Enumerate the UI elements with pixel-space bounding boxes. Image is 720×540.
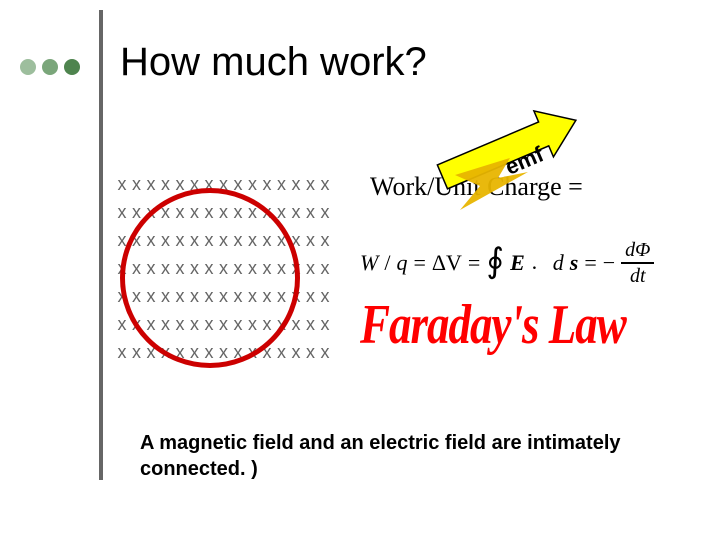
xgrid-cell: x bbox=[260, 175, 274, 193]
slide: How much work? xxxxxxxxxxxxxxxxxxxxxxxxx… bbox=[0, 0, 720, 540]
eq-equals: = bbox=[468, 250, 480, 276]
loop-circle bbox=[120, 188, 300, 368]
xgrid-cell: x bbox=[246, 175, 260, 193]
xgrid-cell: x bbox=[289, 343, 303, 361]
eq-frac-bar bbox=[621, 262, 654, 264]
xgrid-cell: x bbox=[304, 343, 318, 361]
eq-s-vector: s bbox=[570, 250, 579, 276]
xgrid-cell: x bbox=[159, 175, 173, 193]
emf-callout-shape bbox=[433, 97, 586, 200]
eq-q: q bbox=[396, 250, 407, 276]
eq-slash: / bbox=[384, 250, 390, 276]
bullet-dot bbox=[42, 59, 58, 75]
xgrid-cell: x bbox=[318, 343, 332, 361]
emf-callout: emf bbox=[430, 130, 570, 196]
xgrid-cell: x bbox=[304, 315, 318, 333]
xgrid-cell: x bbox=[304, 231, 318, 249]
xgrid-cell: x bbox=[304, 175, 318, 193]
slide-title: How much work? bbox=[120, 40, 427, 85]
eq-equals: = bbox=[584, 250, 596, 276]
eq-dot: · bbox=[531, 255, 547, 271]
xgrid-cell: x bbox=[318, 175, 332, 193]
eq-dPhi-dt: dΦ dt bbox=[621, 240, 654, 286]
eq-equals: = bbox=[413, 250, 425, 276]
xgrid-cell: x bbox=[304, 287, 318, 305]
xgrid-cell: x bbox=[289, 315, 303, 333]
vertical-divider bbox=[99, 10, 103, 480]
xgrid-cell: x bbox=[130, 175, 144, 193]
eq-E-vector: E bbox=[510, 250, 525, 276]
bullet-dot bbox=[64, 59, 80, 75]
eq-frac-num: dΦ bbox=[621, 240, 654, 260]
eq-deltaV: ΔV bbox=[432, 250, 462, 276]
xgrid-cell: x bbox=[289, 203, 303, 221]
xgrid-cell: x bbox=[130, 343, 144, 361]
xgrid-cell: x bbox=[304, 203, 318, 221]
eq-W: W bbox=[360, 250, 378, 276]
xgrid-cell: x bbox=[115, 203, 129, 221]
faraday-equation: W / q = ΔV = ∮ E · d s = − dΦ dt bbox=[360, 240, 654, 286]
xgrid-cell: x bbox=[318, 259, 332, 277]
xgrid-cell: x bbox=[144, 175, 158, 193]
xgrid-cell: x bbox=[115, 175, 129, 193]
xgrid-cell: x bbox=[318, 315, 332, 333]
xgrid-cell: x bbox=[275, 175, 289, 193]
eq-contour-integral: ∮ bbox=[486, 241, 504, 281]
xgrid-cell: x bbox=[115, 343, 129, 361]
xgrid-cell: x bbox=[318, 287, 332, 305]
eq-minus: − bbox=[603, 250, 615, 276]
xgrid-cell: x bbox=[115, 315, 129, 333]
xgrid-cell: x bbox=[275, 343, 289, 361]
title-bullets bbox=[20, 59, 80, 75]
xgrid-cell: x bbox=[318, 231, 332, 249]
faradays-law-wordart: Faraday's Law bbox=[360, 292, 626, 357]
bullet-dot bbox=[20, 59, 36, 75]
eq-frac-den: dt bbox=[626, 266, 650, 286]
xgrid-cell: x bbox=[304, 259, 318, 277]
eq-d: d bbox=[553, 250, 564, 276]
caption-text: A magnetic field and an electric field a… bbox=[140, 430, 660, 482]
xgrid-cell: x bbox=[289, 175, 303, 193]
xgrid-cell: x bbox=[318, 203, 332, 221]
